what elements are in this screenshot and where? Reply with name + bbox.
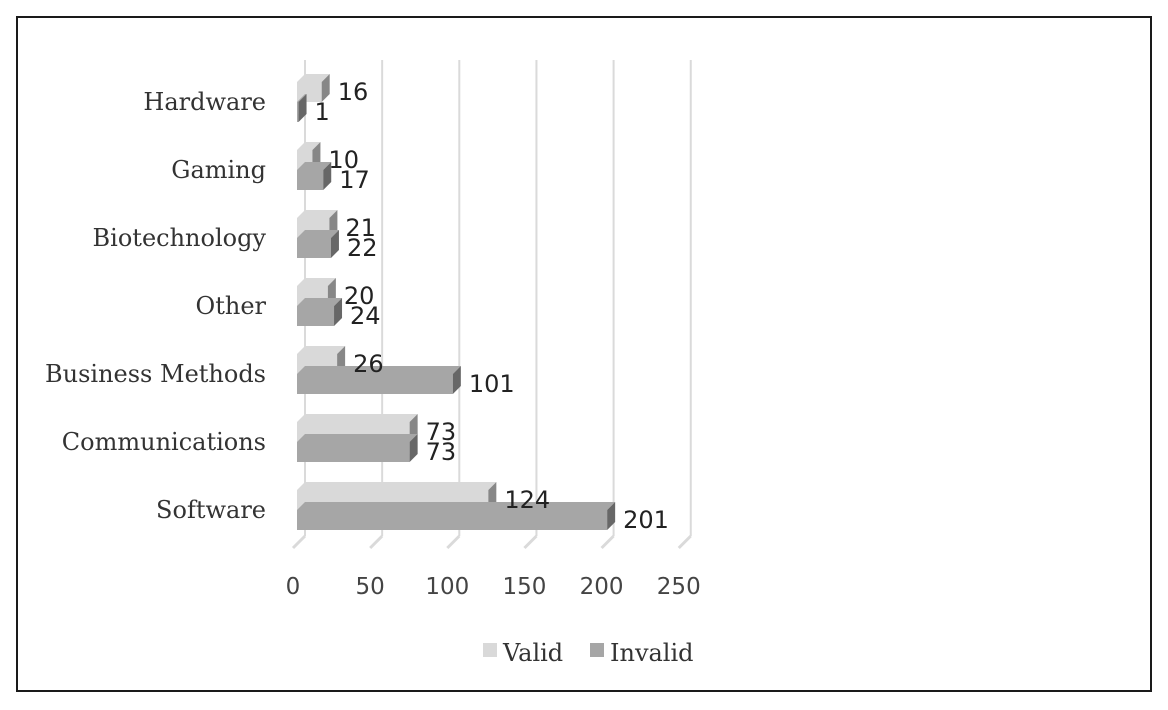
valid-label-communications: 73	[426, 418, 457, 446]
invalid-bar-gaming-front	[297, 170, 324, 190]
invalid-bar-communications	[297, 434, 418, 462]
invalid-bar-gaming-top	[297, 162, 332, 170]
valid-bar-gaming-top	[297, 142, 321, 150]
valid-label-business-methods: 26	[353, 350, 384, 378]
category-label-software: Software	[156, 496, 266, 524]
valid-label-hardware: 16	[338, 78, 369, 106]
category-label-gaming: Gaming	[171, 156, 266, 184]
invalid-bar-hardware-side	[298, 94, 307, 122]
invalid-bar-biotechnology-front	[297, 238, 331, 258]
invalid-label-other: 24	[350, 302, 381, 330]
valid-bar-other-top	[297, 278, 336, 286]
x-axis-ticks: 0 50 100 150 200 250	[286, 574, 701, 600]
invalid-bar-biotechnology-top	[297, 230, 339, 238]
valid-bar-business-methods-top	[297, 346, 346, 354]
invalid-bar-business-methods-side	[452, 366, 461, 394]
invalid-bar-software-front	[297, 510, 608, 530]
x-tick-label-200: 200	[580, 574, 624, 600]
invalid-bar-other-side	[334, 298, 343, 326]
invalid-label-software: 201	[623, 506, 669, 534]
valid-bar-hardware-side	[321, 74, 330, 102]
invalid-bar-other	[297, 298, 343, 326]
category-label-communications: Communications	[62, 428, 266, 456]
bars	[297, 74, 616, 530]
valid-label-biotechnology: 21	[345, 214, 376, 242]
valid-bar-communications-top	[297, 414, 418, 422]
invalid-label-gaming: 17	[339, 166, 370, 194]
valid-bar-biotechnology-top	[297, 210, 338, 218]
category-label-biotechnology: Biotechnology	[93, 224, 267, 252]
invalid-bar-gaming	[297, 162, 332, 190]
invalid-bar-hardware-top	[297, 94, 307, 102]
valid-bar-hardware-top	[297, 74, 330, 82]
valid-label-gaming: 10	[328, 146, 359, 174]
category-label-business-methods: Business Methods	[45, 360, 266, 388]
invalid-label-biotechnology: 22	[347, 234, 378, 262]
category-labels: Software Communications Business Methods Ot…	[45, 88, 267, 524]
valid-label-other: 20	[344, 282, 375, 310]
invalid-bar-business-methods-top	[297, 366, 461, 374]
invalid-bar-biotechnology	[297, 230, 339, 258]
x-tick-label-0: 0	[286, 574, 301, 600]
legend-label-invalid: Invalid	[610, 639, 694, 667]
chart-frame	[16, 16, 1152, 692]
legend-swatch-valid	[483, 643, 497, 657]
invalid-bar-software-side	[607, 502, 616, 530]
gridline-foot-250	[677, 534, 692, 550]
legend: Valid Invalid	[483, 639, 694, 667]
invalid-bar-business-methods	[297, 366, 461, 394]
invalid-bar-biotechnology-side	[330, 230, 339, 258]
invalid-bar-software	[297, 502, 616, 530]
gridline-foot-50	[369, 534, 384, 550]
invalid-label-communications: 73	[426, 438, 457, 466]
legend-label-valid: Valid	[502, 639, 563, 667]
gridline-foot-200	[600, 534, 615, 550]
invalid-bar-other-front	[297, 306, 335, 326]
invalid-bar-gaming-side	[323, 162, 332, 190]
legend-swatch-invalid	[590, 643, 604, 657]
valid-label-software: 124	[504, 486, 550, 514]
category-label-hardware: Hardware	[143, 88, 266, 116]
invalid-bar-other-top	[297, 298, 343, 306]
x-tick-label-250: 250	[657, 574, 701, 600]
x-tick-label-100: 100	[425, 574, 469, 600]
invalid-bar-software-top	[297, 502, 616, 510]
x-tick-label-50: 50	[356, 574, 385, 600]
valid-bar-software-top	[297, 482, 497, 490]
invalid-bar-hardware-front	[297, 102, 299, 122]
x-tick-label-150: 150	[502, 574, 546, 600]
invalid-label-business-methods: 101	[469, 370, 515, 398]
gridline-foot-0	[291, 534, 307, 550]
invalid-bar-hardware	[297, 94, 307, 122]
invalid-bar-communications-top	[297, 434, 418, 442]
category-label-other: Other	[196, 292, 267, 320]
invalid-bar-business-methods-front	[297, 374, 453, 394]
gridline-foot-100	[446, 534, 461, 550]
invalid-bar-communications-side	[409, 434, 418, 462]
invalid-bar-communications-front	[297, 442, 410, 462]
gridline-foot-150	[523, 534, 538, 550]
invalid-label-hardware: 1	[315, 98, 330, 126]
